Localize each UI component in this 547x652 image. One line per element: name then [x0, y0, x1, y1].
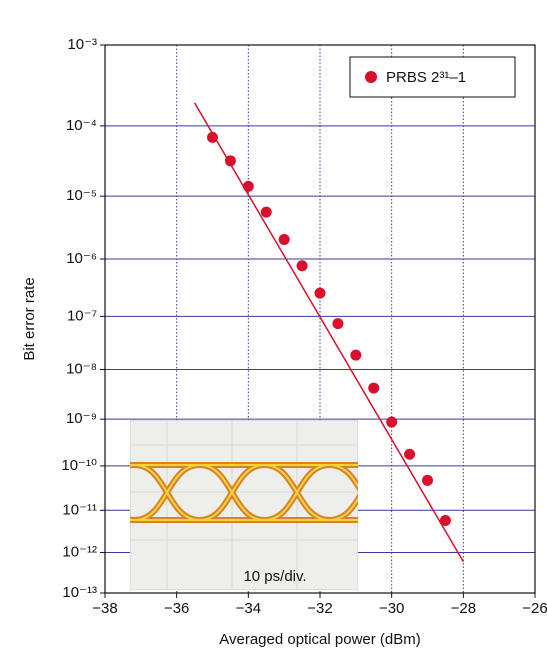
x-tick-label: −30: [379, 600, 404, 617]
y-tick-label: 10⁻⁵: [66, 187, 97, 204]
eye-diagram-inset: 10 ps/div.: [70, 420, 395, 590]
data-point: [386, 417, 397, 428]
y-tick-label: 10⁻⁴: [66, 117, 97, 134]
data-point: [279, 234, 290, 245]
y-tick-label: 10⁻⁶: [66, 250, 97, 267]
data-point: [261, 207, 272, 218]
y-tick-label: 10⁻⁸: [66, 360, 97, 377]
x-tick-label: −28: [451, 600, 476, 617]
data-point: [422, 475, 433, 486]
y-tick-label: 10⁻⁷: [67, 307, 97, 324]
y-tick-label: 10⁻¹⁰: [61, 457, 97, 474]
data-point: [207, 132, 218, 143]
y-tick-label: 10⁻³: [67, 36, 97, 53]
data-point: [297, 260, 308, 271]
chart: 10 ps/div. PRBS 2³¹–1 Bit error rate Ave…: [0, 0, 547, 652]
data-point: [404, 449, 415, 460]
legend: PRBS 2³¹–1: [350, 57, 515, 97]
page: 10 ps/div. PRBS 2³¹–1 Bit error rate Ave…: [0, 0, 547, 652]
y-tick-label: 10⁻¹¹: [62, 501, 97, 518]
y-tick-label: 10⁻⁹: [66, 410, 97, 427]
legend-symbol: [365, 71, 377, 83]
x-tick-label: −34: [236, 600, 261, 617]
inset-annotation: 10 ps/div.: [243, 568, 306, 585]
x-tick-label: −26: [522, 600, 547, 617]
data-point: [440, 515, 451, 526]
data-point: [350, 350, 361, 361]
x-tick-label: −36: [164, 600, 189, 617]
data-point: [243, 181, 254, 192]
legend-label: PRBS 2³¹–1: [386, 69, 466, 86]
data-point: [315, 288, 326, 299]
y-axis-title: Bit error rate: [21, 277, 38, 360]
x-axis-title: Averaged optical power (dBm): [219, 631, 421, 648]
data-point: [368, 383, 379, 394]
y-tick-label: 10⁻¹³: [62, 584, 97, 601]
x-tick-label: −38: [92, 600, 117, 617]
x-tick-label: −32: [307, 600, 332, 617]
data-point: [332, 318, 343, 329]
y-tick-label: 10⁻¹²: [62, 544, 97, 561]
data-point: [225, 155, 236, 166]
